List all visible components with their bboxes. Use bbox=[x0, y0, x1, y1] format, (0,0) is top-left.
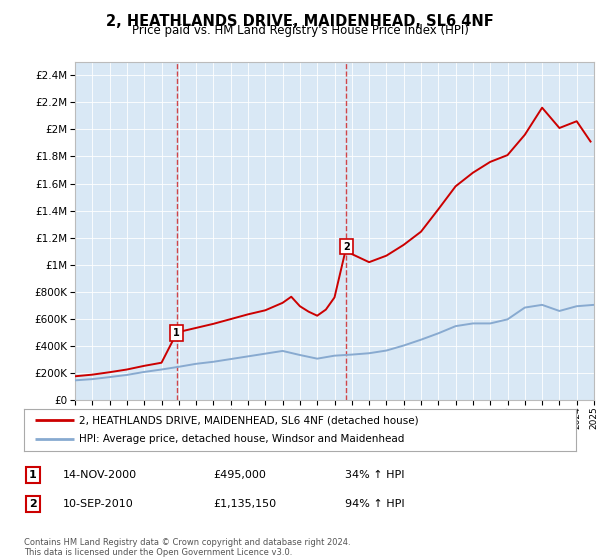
Text: 10-SEP-2010: 10-SEP-2010 bbox=[63, 499, 134, 509]
Text: 34% ↑ HPI: 34% ↑ HPI bbox=[345, 470, 404, 480]
Text: Contains HM Land Registry data © Crown copyright and database right 2024.
This d: Contains HM Land Registry data © Crown c… bbox=[24, 538, 350, 557]
Text: 2: 2 bbox=[343, 241, 350, 251]
Text: £495,000: £495,000 bbox=[213, 470, 266, 480]
Text: £1,135,150: £1,135,150 bbox=[213, 499, 276, 509]
Text: 2, HEATHLANDS DRIVE, MAIDENHEAD, SL6 4NF (detached house): 2, HEATHLANDS DRIVE, MAIDENHEAD, SL6 4NF… bbox=[79, 415, 419, 425]
Text: 1: 1 bbox=[173, 328, 180, 338]
Text: 2, HEATHLANDS DRIVE, MAIDENHEAD, SL6 4NF: 2, HEATHLANDS DRIVE, MAIDENHEAD, SL6 4NF bbox=[106, 14, 494, 29]
Text: 94% ↑ HPI: 94% ↑ HPI bbox=[345, 499, 404, 509]
Text: 14-NOV-2000: 14-NOV-2000 bbox=[63, 470, 137, 480]
Text: 2: 2 bbox=[29, 499, 37, 509]
Text: 1: 1 bbox=[29, 470, 37, 480]
Text: Price paid vs. HM Land Registry's House Price Index (HPI): Price paid vs. HM Land Registry's House … bbox=[131, 24, 469, 37]
Text: HPI: Average price, detached house, Windsor and Maidenhead: HPI: Average price, detached house, Wind… bbox=[79, 435, 404, 445]
